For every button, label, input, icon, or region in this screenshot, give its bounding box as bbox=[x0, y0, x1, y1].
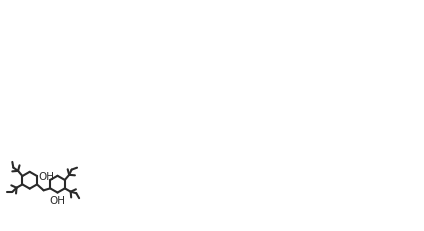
Text: OH: OH bbox=[50, 195, 66, 205]
Text: OH: OH bbox=[39, 171, 55, 181]
